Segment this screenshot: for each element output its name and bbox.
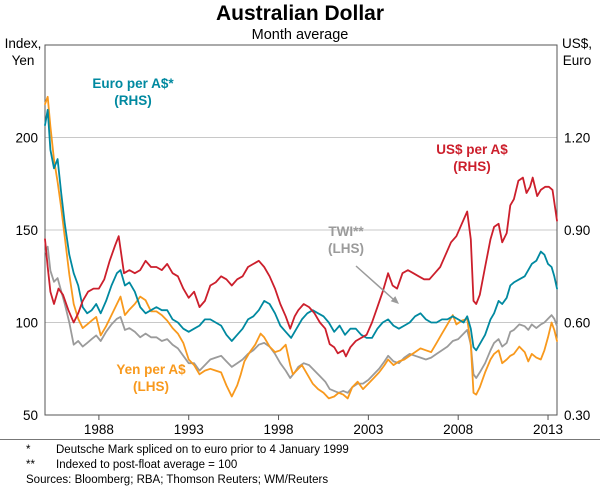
right-axis-tick-label: 0.60: [564, 316, 590, 331]
series-line-yen: [44, 95, 558, 400]
x-axis-tick-label: 1993: [174, 422, 204, 437]
right-axis-tick-label: 1.20: [564, 131, 590, 146]
left-axis-unit-label: Index, Yen: [0, 35, 48, 69]
footnote-1: * Deutsche Mark spliced on to euro prior …: [26, 444, 586, 456]
series-label-usd-axis: (RHS): [453, 159, 491, 174]
x-axis-tick-label: 2013: [533, 422, 563, 437]
chart-subtitle: Month average: [251, 27, 349, 43]
left-axis-tick-label: 200: [15, 131, 38, 146]
series-label-twi-axis: (LHS): [328, 241, 364, 256]
left-axis-unit-line2: Yen: [11, 53, 35, 68]
x-axis-tick-label: 1988: [84, 422, 114, 437]
series-line-usd: [44, 176, 558, 358]
x-axis-tick-label: 1998: [264, 422, 294, 437]
footnote-2-marker: **: [26, 459, 35, 471]
series-label-twi: TWI** (LHS): [281, 223, 411, 257]
footnote-1-marker: *: [26, 444, 31, 456]
series-label-euro: Euro per A$* (RHS): [68, 75, 198, 109]
left-axis-tick-label: 50: [23, 408, 38, 423]
series-line-euro: [44, 108, 558, 352]
sources-line: Sources: Bloomberg; RBA; Thomson Reuters…: [26, 474, 329, 486]
footnote-1-text: Deutsche Mark spliced on to euro prior t…: [56, 444, 349, 456]
left-axis-tick-label: 150: [15, 223, 38, 238]
chart-title: Australian Dollar: [215, 2, 385, 25]
footnote-2: ** Indexed to post-float average = 100: [26, 459, 586, 471]
x-axis-tick-label: 2008: [443, 422, 473, 437]
right-axis-unit-label: US$, Euro: [552, 35, 600, 69]
right-axis-unit-line1: US$,: [561, 36, 592, 51]
series-label-yen-axis: (LHS): [133, 379, 169, 394]
series-label-usd-name: US$ per A$: [436, 142, 508, 157]
footnote-2-text: Indexed to post-float average = 100: [56, 459, 238, 471]
series-label-yen-name: Yen per A$: [116, 362, 186, 377]
x-axis-tick-label: 2003: [353, 422, 383, 437]
series-label-euro-name: Euro per A$*: [92, 76, 174, 91]
series-label-yen: Yen per A$ (LHS): [86, 361, 216, 395]
twi-arrow: [355, 265, 394, 300]
twi-arrowhead-icon: [390, 296, 399, 304]
left-axis-unit-line1: Index,: [4, 36, 42, 51]
right-axis-tick-label: 0.30: [564, 408, 590, 423]
series-label-euro-axis: (RHS): [114, 93, 152, 108]
series-label-twi-name: TWI**: [328, 224, 364, 239]
left-axis-tick-label: 100: [15, 316, 38, 331]
right-axis-tick-label: 0.90: [564, 223, 590, 238]
series-line-twi: [44, 245, 558, 394]
series-label-usd: US$ per A$ (RHS): [407, 141, 537, 175]
plot-frame: [44, 44, 558, 416]
right-axis-unit-line2: Euro: [562, 53, 592, 68]
footnote-divider: [0, 439, 600, 440]
